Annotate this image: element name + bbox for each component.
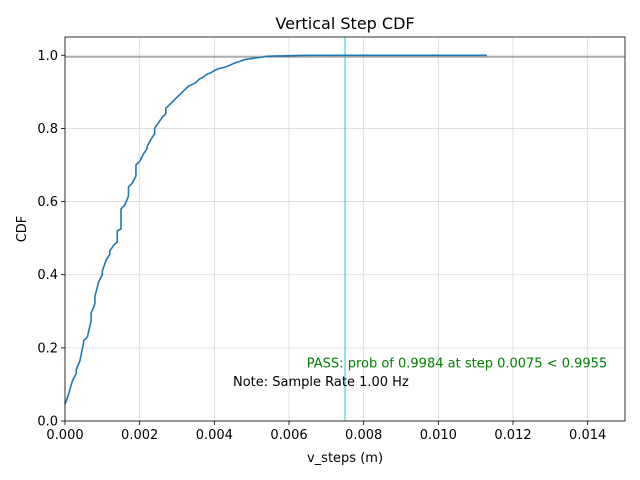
x-axis-ticks: 0.000 0.002 0.004 0.006 0.008 0.010 0.012 0.014 bbox=[46, 421, 606, 443]
cdf-series bbox=[64, 54, 487, 405]
x-tick-label: 0.006 bbox=[270, 428, 307, 443]
y-axis-ticks: 0.0 0.2 0.4 0.6 0.8 1.0 bbox=[37, 49, 65, 430]
chart-annotation: PASS: prob of 0.9984 at step 0.0075 < 0.… bbox=[307, 356, 607, 371]
chart-title: Vertical Step CDF bbox=[275, 14, 414, 33]
y-tick-label: 0.6 bbox=[37, 195, 58, 210]
reference-lines bbox=[65, 37, 625, 421]
cdf-line bbox=[64, 54, 487, 405]
chart-annotation: Note: Sample Rate 1.00 Hz bbox=[233, 375, 409, 390]
x-tick-label: 0.004 bbox=[196, 428, 233, 443]
y-tick-label: 0.8 bbox=[37, 122, 58, 137]
x-tick-label: 0.010 bbox=[420, 428, 457, 443]
chart-annotations: PASS: prob of 0.9984 at step 0.0075 < 0.… bbox=[233, 356, 607, 389]
x-tick-label: 0.012 bbox=[494, 428, 531, 443]
y-tick-label: 0.4 bbox=[37, 268, 58, 283]
y-tick-label: 0.0 bbox=[37, 415, 58, 430]
y-tick-label: 1.0 bbox=[37, 49, 58, 64]
x-tick-label: 0.014 bbox=[569, 428, 606, 443]
y-tick-label: 0.2 bbox=[37, 341, 58, 356]
x-tick-label: 0.008 bbox=[345, 428, 382, 443]
x-axis-label: v_steps (m) bbox=[307, 451, 383, 466]
plot-frame bbox=[64, 36, 626, 422]
x-tick-label: 0.000 bbox=[46, 428, 83, 443]
y-axis-label: CDF bbox=[15, 216, 30, 243]
x-tick-label: 0.002 bbox=[121, 428, 158, 443]
